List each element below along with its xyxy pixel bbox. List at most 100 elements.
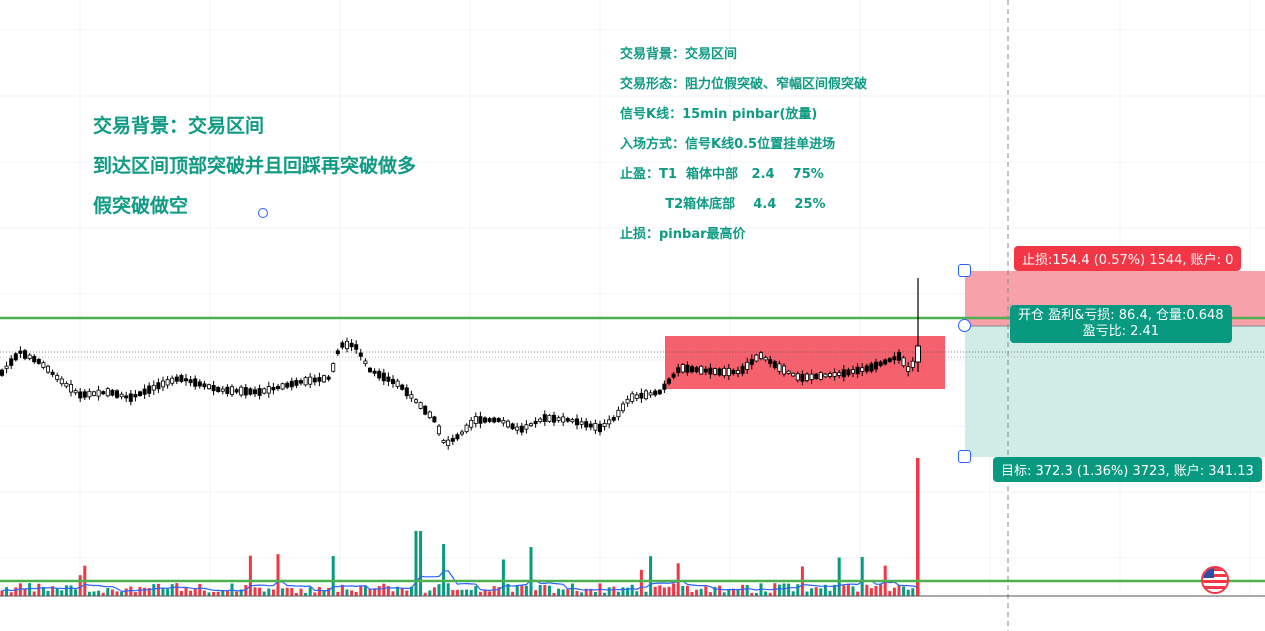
candle (386, 372, 391, 386)
candle-body (717, 368, 722, 376)
candle-body (32, 356, 37, 363)
candle-body (892, 356, 897, 361)
volume-bar (359, 586, 363, 596)
volume-bar (460, 589, 464, 596)
volume-bar (23, 588, 27, 596)
candle (133, 389, 138, 402)
candle-body (280, 383, 285, 390)
candle (703, 366, 708, 375)
candle-body (317, 377, 322, 382)
volume-bar (97, 590, 101, 596)
candle-body (759, 352, 764, 359)
right-note-line: 止损：pinbar最高价 (620, 227, 746, 242)
volume-bar (805, 591, 809, 596)
candle-body (837, 372, 842, 376)
candle-body (455, 434, 460, 440)
candle (115, 389, 120, 400)
pinbar-body (915, 345, 921, 363)
volume-bar (635, 591, 639, 596)
candle (814, 373, 819, 380)
candle (128, 389, 133, 406)
candle (906, 361, 911, 377)
candle-body (887, 358, 892, 362)
volume-bar (354, 591, 358, 596)
candle (644, 389, 649, 401)
candle (147, 382, 152, 398)
volume-bar (515, 585, 519, 596)
candle (607, 415, 612, 429)
stop-handle-icon[interactable] (958, 264, 971, 277)
candle (248, 387, 253, 396)
right-note-line: 信号K线：15min pinbar(放量) (620, 107, 818, 122)
candle-body (598, 423, 603, 433)
target-handle-icon[interactable] (958, 450, 971, 463)
candle-body (515, 426, 520, 431)
candle (805, 372, 810, 383)
candle (763, 355, 768, 362)
volume-bar (304, 592, 308, 596)
us-flag-icon[interactable] (1201, 566, 1229, 594)
candle (206, 383, 211, 390)
candle (413, 398, 418, 404)
volume-bar (837, 557, 841, 596)
candle (312, 374, 317, 386)
candle (459, 429, 464, 437)
volume-bar (120, 591, 124, 596)
volume-bar (124, 588, 128, 596)
candle-body (160, 380, 165, 388)
candle (36, 358, 41, 365)
volume-bar (133, 592, 137, 596)
volume-bar (750, 592, 754, 596)
candle (832, 368, 837, 381)
stop-loss-label: 止损:154.4 (0.57%) 1544, 账户: 0 (1014, 246, 1242, 271)
volume-bar (317, 587, 321, 596)
candle (59, 376, 64, 387)
candle-body (593, 422, 598, 431)
candle (524, 420, 529, 434)
chart-grid (0, 0, 1265, 596)
candle (676, 363, 681, 377)
volume-bar (446, 583, 450, 596)
candle-body (690, 366, 695, 373)
left-notes[interactable]: 交易背景：交易区间 到达区间顶部突破并且回踩再突破做多 假突破做空 (93, 106, 416, 226)
candle (713, 367, 718, 376)
candle-body (441, 440, 446, 443)
text-anchor-handle[interactable] (258, 208, 268, 218)
candle-body (841, 369, 846, 378)
candle (101, 390, 106, 396)
entry-handle-icon[interactable] (958, 319, 971, 332)
candle-body (869, 363, 874, 372)
candle (18, 346, 23, 359)
volume-bar (718, 585, 722, 596)
volume-bar (216, 591, 220, 596)
candle (151, 380, 156, 395)
left-note-line: 假突破做空 (93, 195, 189, 217)
candle-body (749, 359, 754, 365)
volume-bar (851, 586, 855, 596)
candle-body (639, 392, 644, 399)
candle (331, 362, 336, 373)
candle (4, 361, 9, 374)
take-profit-zone[interactable] (965, 326, 1265, 457)
right-notes[interactable]: 交易背景：交易区间 交易形态：阻力位假突破、窄幅区间假突破 信号K线：15min… (620, 40, 867, 250)
candle (229, 384, 234, 397)
candle (538, 417, 543, 424)
volume-bar (32, 591, 36, 596)
candle (137, 390, 142, 397)
candle (317, 372, 322, 387)
candle (887, 357, 892, 364)
candle-body (275, 385, 280, 390)
volume-bar (828, 590, 832, 596)
candle (446, 436, 451, 450)
volume-bar (382, 583, 386, 596)
volume-bar (106, 588, 110, 596)
candle-body (413, 399, 418, 403)
candle-body (814, 373, 819, 380)
candle-body (193, 378, 198, 387)
candle (611, 415, 616, 423)
candle-body (197, 381, 202, 387)
candle (197, 379, 202, 389)
candle (575, 414, 580, 430)
volume-bar (386, 586, 390, 596)
candle (910, 357, 915, 372)
